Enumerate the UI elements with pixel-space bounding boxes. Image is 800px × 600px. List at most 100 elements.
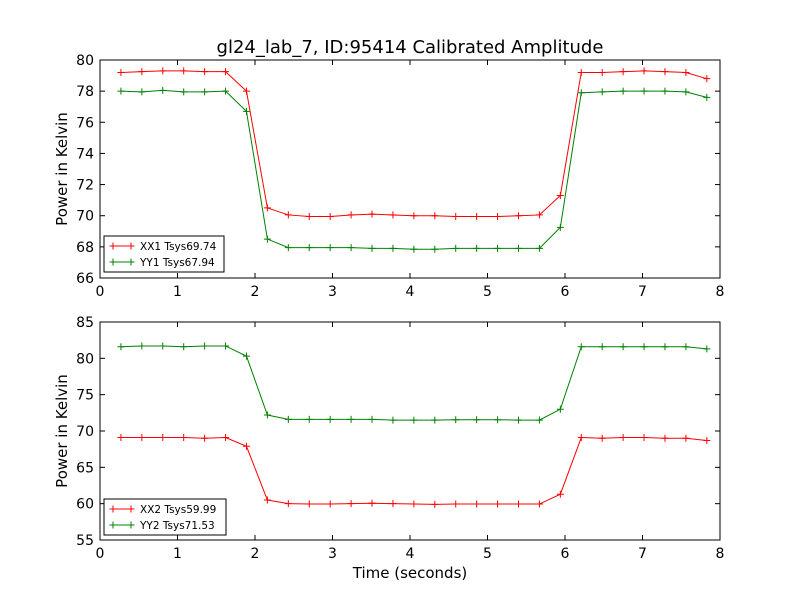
data-point	[138, 342, 146, 350]
legend: XX2 Tsys59.99 YY2 Tsys71.53	[103, 498, 227, 536]
data-point	[431, 245, 439, 253]
y-tick-label: 76	[76, 115, 94, 131]
data-point	[661, 434, 669, 442]
x-tick-label: 1	[173, 546, 182, 562]
y-tick-label: 60	[76, 497, 94, 513]
data-point	[515, 244, 522, 252]
data-point	[577, 434, 585, 442]
data-point	[263, 411, 271, 419]
data-point	[222, 87, 230, 95]
y-tick-label: 75	[76, 388, 94, 404]
data-point	[452, 416, 460, 424]
data-point	[431, 416, 439, 424]
legend-marker	[127, 242, 135, 250]
legend-box	[103, 498, 227, 536]
data-point	[117, 68, 125, 76]
x-tick-label: 8	[716, 284, 725, 300]
data-point	[661, 343, 669, 351]
data-point	[242, 352, 250, 360]
y-tick-label: 65	[76, 460, 94, 476]
y-tick-label: 80	[76, 351, 94, 367]
legend-label: XX2 Tsys59.99	[140, 504, 216, 516]
data-point	[515, 416, 522, 424]
data-point	[347, 244, 355, 252]
legend-box	[103, 235, 225, 273]
data-point	[263, 235, 271, 243]
data-point	[180, 88, 188, 96]
legend: XX1 Tsys69.74 YY1 Tsys67.94	[103, 235, 225, 273]
data-point	[494, 212, 502, 220]
data-point	[494, 244, 502, 252]
data-point	[473, 500, 481, 508]
data-point	[138, 88, 146, 96]
data-point	[326, 415, 334, 423]
data-point	[368, 210, 376, 218]
legend-label: YY2 Tsys71.53	[139, 520, 215, 532]
data-point	[117, 434, 125, 442]
data-point	[703, 345, 711, 353]
data-point	[640, 67, 648, 75]
y-tick-label: 78	[76, 84, 94, 100]
legend-marker	[127, 505, 135, 513]
x-tick-label: 8	[716, 546, 725, 562]
legend-marker	[109, 521, 117, 529]
data-point	[180, 434, 188, 442]
data-point	[284, 211, 292, 219]
data-point	[284, 415, 292, 423]
data-point	[138, 434, 146, 442]
data-point	[598, 68, 606, 76]
data-point	[389, 211, 397, 219]
data-point	[180, 343, 188, 351]
data-point	[494, 416, 502, 424]
data-point	[473, 212, 481, 220]
y-tick-label: 68	[76, 240, 94, 256]
data-point	[640, 434, 648, 442]
data-point	[222, 68, 230, 76]
data-point	[138, 68, 146, 76]
data-point	[661, 87, 669, 95]
y-tick-label: 55	[76, 533, 94, 549]
data-point	[201, 342, 209, 350]
data-point	[222, 342, 230, 350]
y-tick-label: 72	[76, 178, 94, 194]
data-point	[682, 434, 690, 442]
data-point	[640, 87, 648, 95]
x-tick-label: 4	[406, 284, 415, 300]
data-point	[242, 87, 250, 95]
data-point	[389, 416, 397, 424]
data-point	[159, 342, 167, 350]
data-point	[368, 415, 376, 423]
data-point	[159, 67, 167, 75]
data-point	[682, 343, 690, 351]
x-tick-label: 4	[406, 546, 415, 562]
data-point	[159, 434, 167, 442]
data-point	[389, 500, 397, 508]
x-tick-label: 5	[483, 284, 492, 300]
data-point	[535, 500, 543, 508]
data-point	[201, 434, 209, 442]
data-point	[242, 107, 250, 115]
data-point	[347, 211, 355, 219]
data-point	[473, 416, 481, 424]
y-tick-label: 66	[76, 271, 94, 287]
data-point	[305, 415, 313, 423]
data-point	[682, 68, 690, 76]
data-point	[117, 87, 125, 95]
data-point	[159, 86, 167, 94]
data-point	[452, 244, 460, 252]
data-point	[263, 204, 271, 212]
x-tick-label: 1	[173, 284, 182, 300]
legend-marker	[127, 258, 135, 266]
data-point	[305, 212, 313, 220]
data-point	[703, 75, 711, 83]
x-tick-label: 6	[561, 546, 570, 562]
y-tick-label: 70	[76, 209, 94, 225]
data-point	[619, 87, 627, 95]
data-point	[389, 244, 397, 252]
data-point	[326, 212, 334, 220]
x-tick-label: 6	[561, 284, 570, 300]
legend-marker	[109, 258, 117, 266]
data-point	[556, 490, 564, 498]
data-point	[410, 500, 418, 508]
legend-label: YY1 Tsys67.94	[139, 257, 215, 269]
